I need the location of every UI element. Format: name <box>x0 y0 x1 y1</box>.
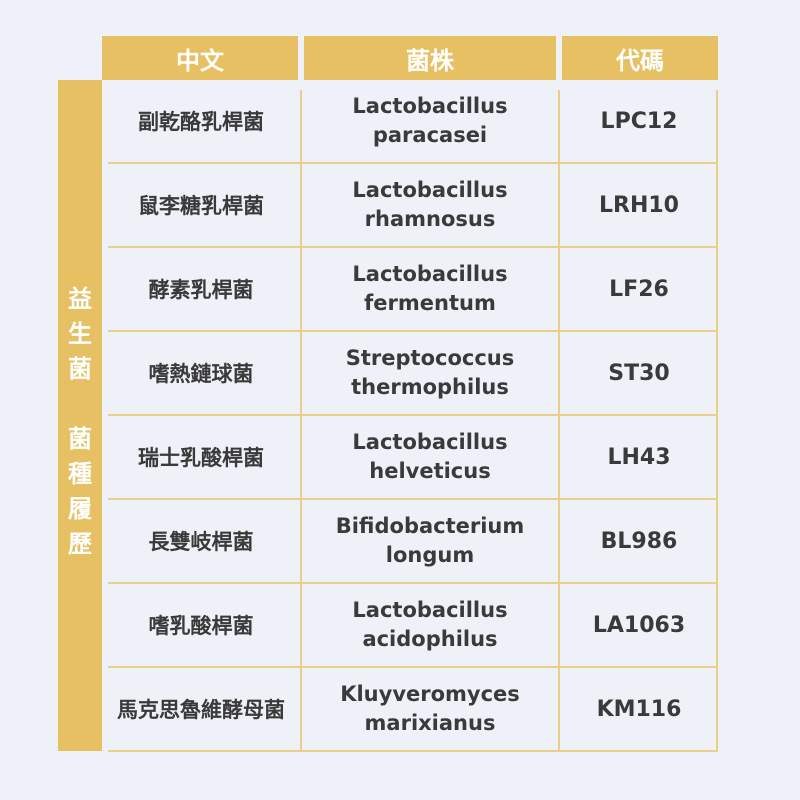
strain-name: Lactobacillus fermentum <box>302 248 558 330</box>
sidebar-char: 種 <box>68 460 92 488</box>
header-strain: 菌株 <box>304 36 556 80</box>
chinese-name: 馬克思魯維酵母菌 <box>117 698 285 722</box>
strain-code: LRH10 <box>599 192 679 218</box>
header-code: 代碼 <box>562 36 718 80</box>
table-row: 長雙岐桿菌 Bifidobacterium longum BL986 <box>108 500 718 584</box>
sidebar-char: 益 <box>68 285 92 313</box>
genus: Lactobacillus <box>352 430 508 454</box>
species: paracasei <box>372 123 488 147</box>
strain-name: Lactobacillus acidophilus <box>302 584 558 666</box>
strain-name: Streptococcus thermophilus <box>302 332 558 414</box>
genus: Lactobacillus <box>352 262 508 286</box>
table-row: 副乾酪乳桿菌 Lactobacillus paracasei LPC12 <box>108 80 718 164</box>
strain-code: BL986 <box>600 528 678 554</box>
sidebar-label: 益生菌 菌種履歷 <box>58 80 102 751</box>
genus: Kluyveromyces <box>340 682 520 706</box>
chinese-name: 酵素乳桿菌 <box>148 278 254 302</box>
species: acidophilus <box>362 627 498 651</box>
strain-name: Kluyveromyces marixianus <box>302 668 558 750</box>
genus: Streptococcus <box>345 346 515 370</box>
genus: Lactobacillus <box>352 178 508 202</box>
probiotic-table: 馬克思魯維酵母菌 Kluyveromyces marixianus KM116 嗜乳… <box>108 80 718 752</box>
chinese-name: 嗜乳酸桿菌 <box>148 614 254 638</box>
species: longum <box>385 543 475 567</box>
species: fermentum <box>364 291 496 315</box>
chinese-name: 鼠李糖乳桿菌 <box>138 194 264 218</box>
strain-code: KM116 <box>596 696 682 722</box>
species: thermophilus <box>351 375 509 399</box>
sidebar-char: 歷 <box>68 530 92 558</box>
table-row: 嗜乳酸桿菌 Lactobacillus acidophilus LA1063 <box>108 584 718 668</box>
strain-code: ST30 <box>608 360 670 386</box>
column-divider <box>558 90 560 751</box>
sidebar-char <box>58 387 102 422</box>
strain-name: Lactobacillus helveticus <box>302 416 558 498</box>
column-divider <box>300 90 302 751</box>
table-row: 瑞士乳酸桿菌 Lactobacillus helveticus LH43 <box>108 416 718 500</box>
chinese-name: 瑞士乳酸桿菌 <box>138 446 264 470</box>
species: helveticus <box>369 459 491 483</box>
strain-code: LH43 <box>607 444 671 470</box>
sidebar-char: 菌 <box>68 355 92 383</box>
header-chinese: 中文 <box>102 36 298 80</box>
strain-code: LF26 <box>609 276 669 302</box>
species: marixianus <box>364 711 496 735</box>
genus: Bifidobacterium <box>335 514 525 538</box>
strain-name: Lactobacillus rhamnosus <box>302 164 558 246</box>
sidebar-char: 履 <box>68 495 92 523</box>
table-row: 酵素乳桿菌 Lactobacillus fermentum LF26 <box>108 248 718 332</box>
sidebar-char: 菌 <box>68 425 92 453</box>
strain-name: Lactobacillus paracasei <box>302 80 558 162</box>
chinese-name: 長雙岐桿菌 <box>148 530 254 554</box>
strain-name: Bifidobacterium longum <box>302 500 558 582</box>
sidebar-char: 生 <box>68 320 92 348</box>
table-right-border <box>716 90 718 751</box>
table-row: 嗜熱鏈球菌 Streptococcus thermophilus ST30 <box>108 332 718 416</box>
genus: Lactobacillus <box>352 598 508 622</box>
strain-code: LPC12 <box>600 108 678 134</box>
chinese-name: 副乾酪乳桿菌 <box>138 110 264 134</box>
strain-code: LA1063 <box>592 612 686 638</box>
table-row: 鼠李糖乳桿菌 Lactobacillus rhamnosus LRH10 <box>108 164 718 248</box>
genus: Lactobacillus <box>352 94 508 118</box>
chinese-name: 嗜熱鏈球菌 <box>148 362 254 386</box>
table-row: 馬克思魯維酵母菌 Kluyveromyces marixianus KM116 <box>108 668 718 752</box>
species: rhamnosus <box>364 207 496 231</box>
